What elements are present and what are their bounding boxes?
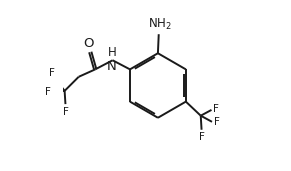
- Text: N: N: [107, 60, 117, 73]
- Text: H: H: [108, 46, 116, 59]
- Text: F: F: [45, 87, 51, 97]
- Text: NH$_2$: NH$_2$: [148, 17, 171, 32]
- Text: F: F: [199, 132, 205, 142]
- Text: F: F: [214, 117, 220, 127]
- Text: F: F: [213, 104, 219, 114]
- Text: O: O: [83, 37, 94, 50]
- Text: F: F: [63, 107, 68, 117]
- Text: F: F: [49, 68, 55, 78]
